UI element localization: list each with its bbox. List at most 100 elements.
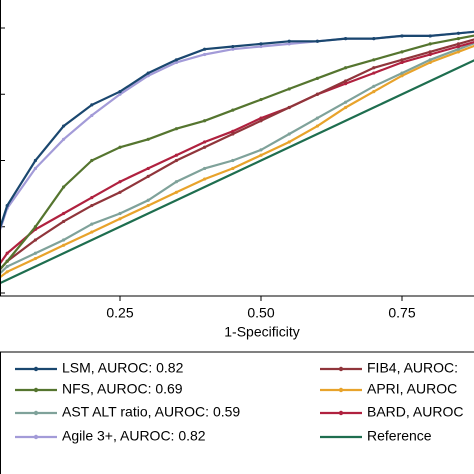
point [231,129,235,133]
point [203,140,207,144]
point [344,79,348,83]
point [400,34,404,38]
point [456,47,460,51]
point [400,50,404,54]
point [428,34,432,38]
point [287,105,291,110]
point [400,74,404,78]
point [90,230,94,234]
point [315,116,319,120]
point [62,137,66,141]
point [372,84,376,88]
legend-marker [33,410,39,416]
point [287,132,291,136]
point [146,203,150,208]
point [372,71,376,75]
point [90,158,94,163]
point [118,180,122,184]
point [344,66,348,70]
point [287,39,291,43]
point [400,58,404,62]
point [5,270,9,274]
point [90,113,94,118]
point [62,219,66,224]
legend-label: Agile 3+, AUROC: 0.82 [62,428,206,444]
point [118,190,122,194]
point [174,180,178,184]
point [174,60,178,65]
point [231,108,235,112]
point [33,238,38,242]
point [372,66,376,70]
point [400,71,404,75]
point [259,97,263,102]
point [315,92,319,96]
legend-label: APRI, AUROC [367,381,457,397]
point [259,44,263,49]
point [231,166,235,171]
point [259,42,263,46]
legend-label: Reference [367,428,432,444]
point [174,153,178,157]
point [62,211,66,216]
point [118,92,122,96]
legend-marker [33,387,39,393]
legend-label: AST ALT ratio, AUROC: 0.59 [62,404,240,420]
legend-marker [33,366,39,372]
point [287,87,291,91]
point [287,42,291,46]
point [33,158,38,163]
point [231,132,235,136]
point [146,174,150,178]
legend-label: LSM, AUROC: 0.82 [62,360,184,376]
point [33,256,38,261]
legend-marker [33,434,39,440]
point [259,153,263,157]
point [62,238,66,242]
legend-label: NFS, AUROC: 0.69 [62,381,183,397]
point [5,203,9,208]
point [456,50,460,54]
point [62,243,66,247]
point [5,251,9,255]
legend-marker [338,387,344,393]
point [372,58,376,62]
point [174,158,178,163]
point [456,42,460,46]
point [90,203,94,208]
point [456,44,460,49]
point [456,31,460,35]
legend-box [0,351,474,474]
x-tick-label: 0.50 [247,305,274,321]
point [428,60,432,65]
point [428,58,432,62]
point [146,198,150,202]
legend-marker [338,410,344,416]
point [400,60,404,65]
point [259,148,263,152]
point [118,217,122,221]
point [344,100,348,104]
point [62,124,66,128]
point [5,264,9,269]
point [203,52,207,57]
point [174,58,178,62]
point [90,222,94,226]
point [315,76,319,80]
point [203,145,207,149]
point [118,90,122,94]
point [203,177,207,181]
x-axis-label: 1-Specificity [224,324,299,340]
point [203,119,207,123]
point [118,211,122,216]
point [33,225,38,229]
point [90,103,94,107]
x-tick-label: 0.25 [106,305,133,321]
plot-area [1,30,474,284]
series-line [1,59,474,284]
point [428,52,432,57]
point [203,47,207,51]
point [146,137,150,141]
point [287,140,291,144]
